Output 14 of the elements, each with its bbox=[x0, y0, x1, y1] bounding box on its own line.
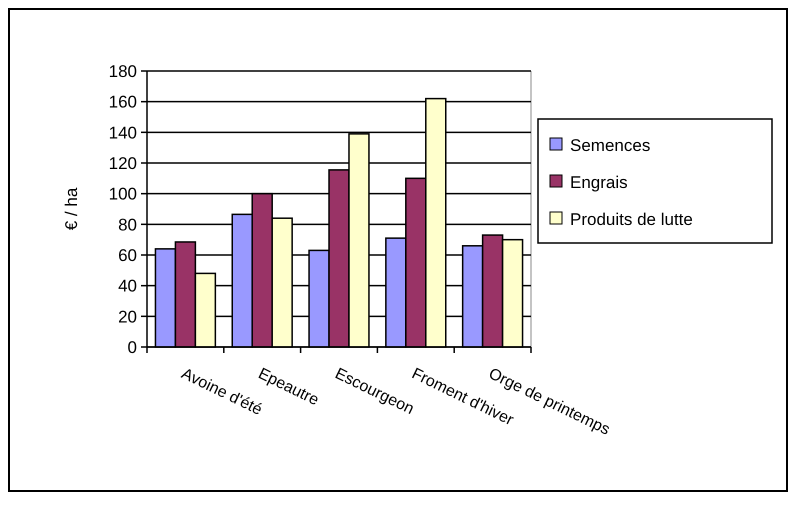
y-tick-label: 100 bbox=[108, 184, 137, 204]
y-tick-label: 0 bbox=[128, 338, 137, 357]
legend-label: Produits de lutte bbox=[570, 210, 693, 229]
y-tick-label: 80 bbox=[118, 215, 137, 234]
y-tick-label: 180 bbox=[108, 62, 137, 81]
y-axis-title: € / ha bbox=[62, 187, 81, 230]
y-tick-label: 40 bbox=[118, 276, 137, 296]
y-tick-label: 20 bbox=[118, 307, 137, 326]
legend-label: Semences bbox=[570, 136, 650, 155]
y-tick-label: 120 bbox=[108, 154, 137, 173]
y-tick-label: 140 bbox=[108, 123, 137, 142]
y-tick-label: 160 bbox=[108, 92, 137, 112]
legend-label: Engrais bbox=[570, 172, 628, 192]
y-tick-label: 60 bbox=[118, 246, 137, 265]
